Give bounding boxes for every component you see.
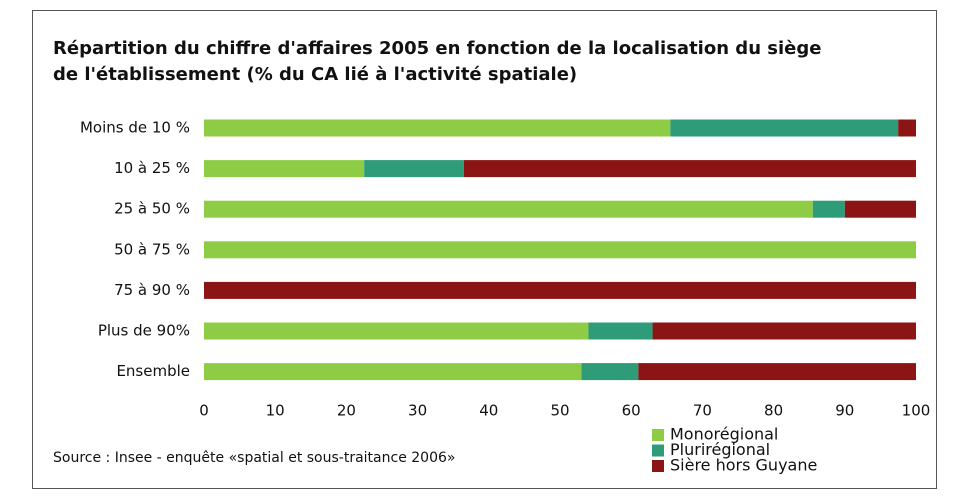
- x-tick-label: 90: [835, 402, 854, 420]
- y-tick-label: 50 à 75 %: [114, 240, 190, 258]
- y-tick-label: 75 à 90 %: [114, 281, 190, 299]
- legend-swatch: [652, 429, 664, 441]
- bar-segment: [898, 119, 916, 137]
- x-tick-label: 50: [550, 402, 569, 420]
- x-tick-label: 70: [693, 402, 712, 420]
- bar-segment: [638, 363, 916, 381]
- x-tick-label: 40: [479, 402, 498, 420]
- frame: [32, 10, 937, 489]
- legend-swatch: [652, 444, 664, 457]
- y-tick-label: 25 à 50 %: [114, 200, 190, 218]
- y-tick-label: Moins de 10 %: [80, 119, 190, 137]
- bar-segment: [204, 322, 589, 340]
- x-tick-label: 10: [266, 402, 285, 420]
- source: Source : Insee - enquête «spatial et sou…: [53, 450, 455, 466]
- bar-segment: [204, 200, 813, 218]
- bar-segment: [204, 160, 365, 178]
- bar-segment: [204, 363, 582, 381]
- y-tick-label: Plus de 90%: [98, 322, 190, 340]
- x-tick-label: 30: [408, 402, 427, 420]
- bar-segment: [670, 119, 899, 137]
- x-tick-label: 80: [764, 402, 783, 420]
- bar-segment: [812, 200, 845, 218]
- legend-swatch: [652, 460, 664, 472]
- x-tick-label: 60: [622, 402, 641, 420]
- bar-segment: [364, 160, 464, 178]
- legend-label: Sière hors Guyane: [670, 456, 817, 475]
- bar-segment: [588, 322, 653, 340]
- bar-segment: [463, 160, 916, 178]
- legend-label: Plurirégional: [670, 440, 770, 459]
- bar-segment: [652, 322, 916, 340]
- bar-segment: [204, 119, 671, 137]
- y-tick-label: Ensemble: [116, 362, 190, 380]
- chart-title: Répartition du chiffre d'affaires 2005 e…: [53, 38, 822, 85]
- bar-segment: [204, 281, 916, 299]
- legend-label: Monorégional: [670, 425, 778, 444]
- bar-segment: [844, 200, 916, 218]
- bar-segment: [204, 241, 916, 259]
- x-tick-label: 20: [337, 402, 356, 420]
- y-tick-label: 10 à 25 %: [114, 159, 190, 177]
- bar-segment: [581, 363, 639, 381]
- x-tick-label: 0: [199, 402, 209, 420]
- x-tick-label: 100: [902, 402, 931, 420]
